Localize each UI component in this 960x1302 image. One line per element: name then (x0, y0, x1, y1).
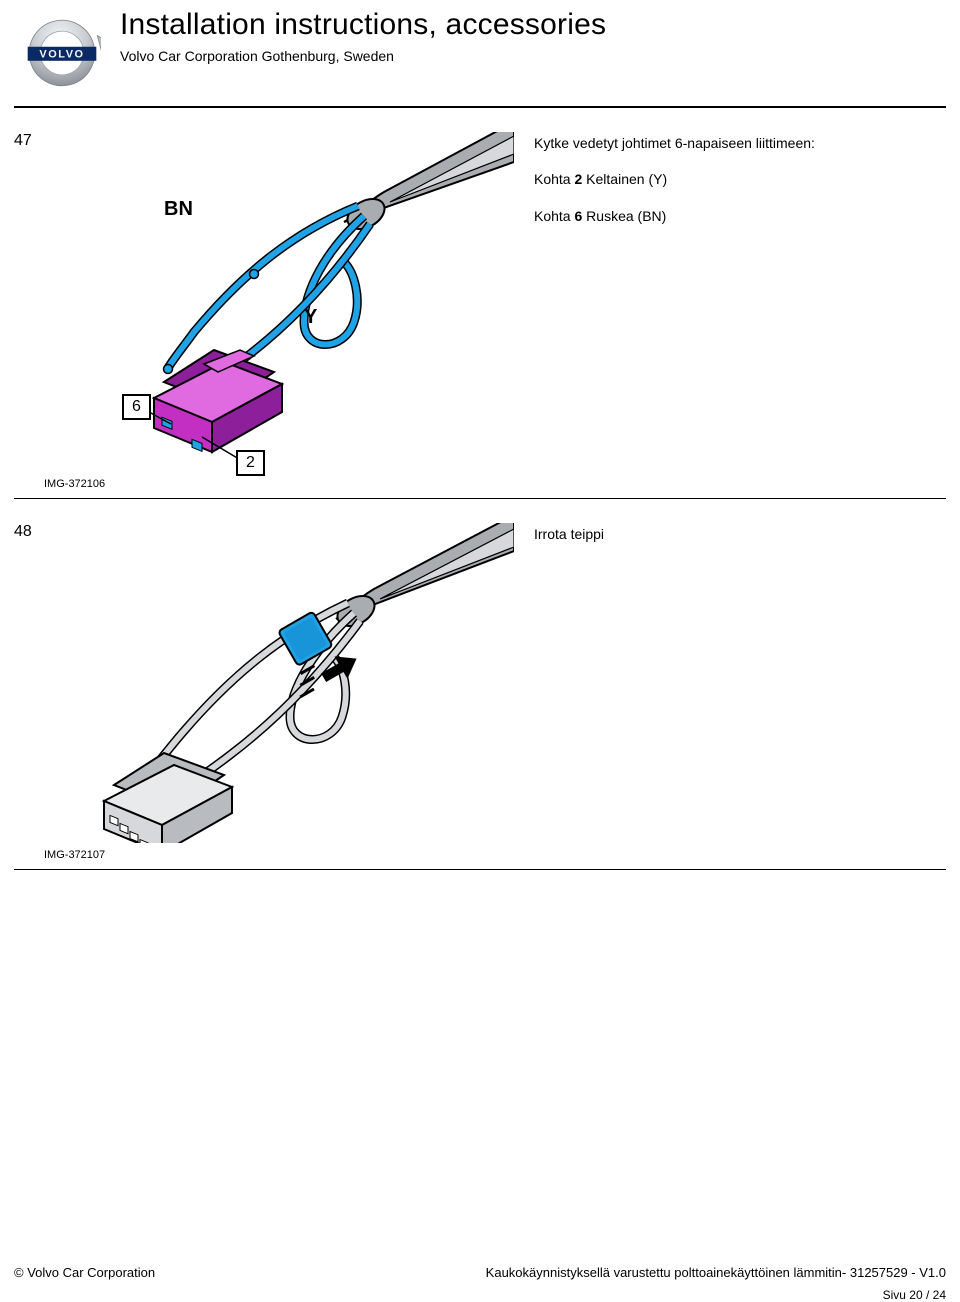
step-48: 48 (14, 523, 946, 843)
img-id-48: IMG-372107 (44, 849, 960, 861)
step-47-rule (14, 498, 946, 499)
callout-2: 2 (236, 450, 265, 476)
step-number: 47 (14, 132, 44, 472)
doc-title: Installation instructions, accessories (120, 8, 948, 42)
label-y: Y (304, 306, 317, 329)
figure-48 (44, 523, 514, 843)
footer-right: Kaukokäynnistyksellä varustettu polttoai… (486, 1265, 946, 1280)
page-number: Sivu 20 / 24 (883, 1288, 946, 1302)
doc-subtitle: Volvo Car Corporation Gothenburg, Sweden (120, 48, 948, 64)
step-48-rule (14, 869, 946, 870)
step-47-text: Kytke vedetyt johtimet 6-napaiseen liitt… (514, 132, 946, 472)
s47-line1: Kytke vedetyt johtimet 6-napaiseen liitt… (534, 132, 946, 154)
footer-left: © Volvo Car Corporation (14, 1265, 155, 1280)
label-bn: BN (164, 198, 193, 221)
page-header: VOLVO Installation instructions, accesso… (0, 0, 960, 92)
svg-text:VOLVO: VOLVO (39, 49, 84, 61)
step-48-text: Irrota teippi (514, 523, 946, 843)
s48-text: Irrota teippi (534, 523, 946, 545)
step-47: 47 (14, 132, 946, 472)
callout-6: 6 (122, 394, 151, 420)
step-number: 48 (14, 523, 44, 843)
page-footer: © Volvo Car Corporation Kaukokäynnistyks… (14, 1265, 946, 1280)
header-text: Installation instructions, accessories V… (112, 8, 948, 64)
header-rule (14, 106, 946, 108)
img-id-47: IMG-372106 (44, 478, 960, 490)
volvo-logo: VOLVO (12, 8, 112, 92)
figure-47: BN Y 6 2 (44, 132, 514, 472)
s47-line3: Kohta 6 Ruskea (BN) (534, 205, 946, 227)
s47-line2: Kohta 2 Keltainen (Y) (534, 168, 946, 190)
